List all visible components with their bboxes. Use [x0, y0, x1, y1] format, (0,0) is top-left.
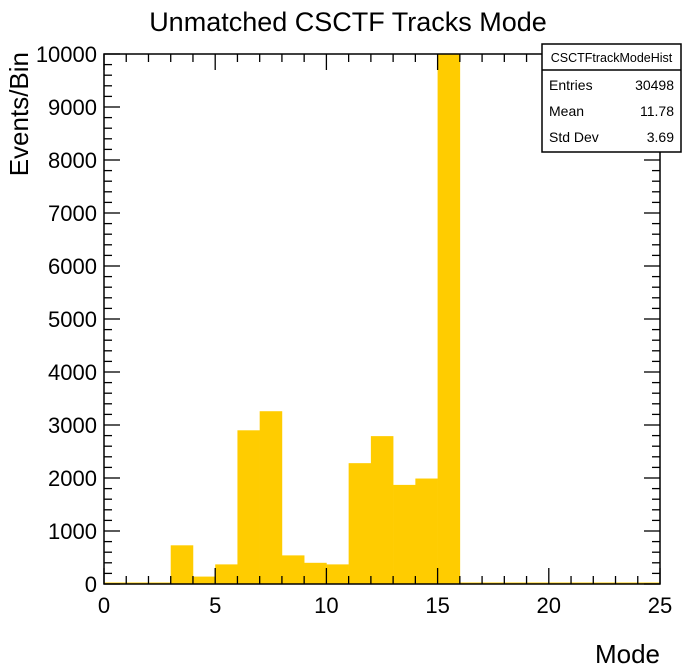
x-tick-label: 15 — [425, 593, 449, 618]
tick-labels: 0 5 10 15 20 25 0 1000 2000 3000 4000 5000 6000 7000 8… — [36, 42, 672, 618]
x-tick-label: 10 — [314, 593, 338, 618]
histogram-bar — [259, 411, 283, 584]
y-tick-label: 5000 — [48, 307, 97, 332]
histogram-bar — [415, 478, 438, 584]
stats-mean-value: 11.78 — [640, 103, 674, 119]
x-tick-label: 0 — [98, 593, 110, 618]
x-tick-label: 20 — [537, 593, 561, 618]
stats-stddev-value: 3.69 — [647, 129, 674, 145]
stats-box-name: CSCTFtrackModeHist — [551, 51, 673, 65]
histogram-bar — [281, 555, 305, 584]
histogram-bar — [237, 430, 260, 584]
y-tick-label: 0 — [85, 572, 97, 597]
stats-entries-value: 30498 — [635, 77, 674, 93]
y-tick-label: 10000 — [36, 42, 97, 67]
bars-group — [104, 54, 661, 584]
histogram-bar — [192, 576, 216, 584]
histogram-bar — [348, 463, 372, 584]
stats-mean-label: Mean — [549, 103, 584, 119]
histogram-bar — [326, 564, 349, 584]
x-tick-label: 25 — [648, 593, 672, 618]
histogram-bar — [370, 436, 394, 584]
stats-entries-label: Entries — [549, 77, 593, 93]
stats-box-frame — [541, 43, 682, 153]
stats-box: CSCTFtrackModeHist Entries 30498 Mean 11… — [541, 43, 682, 153]
chart-title: Unmatched CSCTF Tracks Mode — [149, 7, 547, 37]
y-tick-label: 8000 — [48, 148, 97, 173]
histogram-bar — [393, 484, 416, 584]
y-tick-label: 4000 — [48, 360, 97, 385]
histogram-bar — [437, 54, 461, 584]
plot-frame — [103, 53, 661, 585]
histogram-bar — [215, 564, 238, 584]
y-tick-label: 1000 — [48, 519, 97, 544]
y-tick-label: 7000 — [48, 201, 97, 226]
y-tick-label: 6000 — [48, 254, 97, 279]
histogram-bar — [170, 545, 194, 584]
stats-stddev-label: Std Dev — [549, 129, 599, 145]
y-axis-label: Events/Bin — [4, 52, 34, 176]
y-tick-label: 3000 — [48, 413, 97, 438]
y-tick-label: 2000 — [48, 466, 97, 491]
x-tick-label: 5 — [209, 593, 221, 618]
x-axis-label: Mode — [595, 639, 660, 669]
histogram-bar — [304, 562, 327, 584]
y-tick-label: 9000 — [48, 95, 97, 120]
